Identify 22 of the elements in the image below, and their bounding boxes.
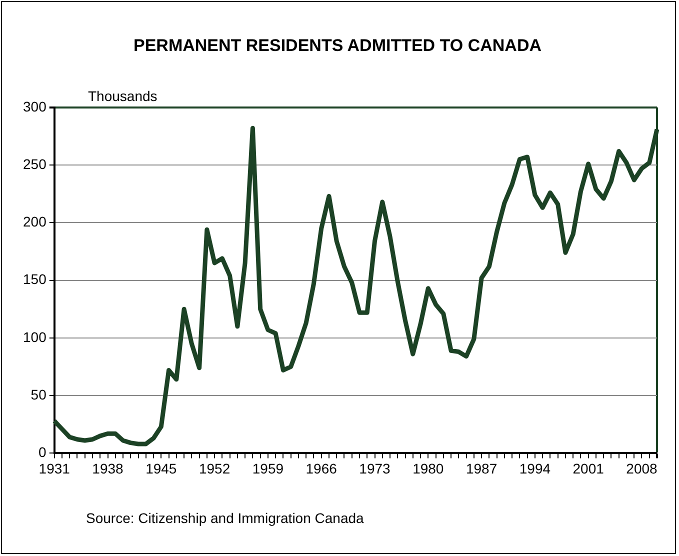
chart-title: PERMANENT RESIDENTS ADMITTED TO CANADA: [132, 36, 542, 56]
y-tick-label: 250: [23, 156, 47, 172]
x-tick-label: 1987: [466, 460, 498, 476]
y-tick-label: 150: [23, 271, 47, 288]
y-tick-label: 300: [23, 98, 47, 114]
x-tick-label: 2001: [572, 460, 604, 476]
x-tick-label: 1966: [306, 460, 338, 476]
y-tick-label: 50: [30, 386, 47, 402]
y-tick-label: 100: [23, 328, 47, 345]
x-tick-label: 1952: [198, 460, 230, 476]
x-tick-label: 1980: [412, 460, 444, 476]
x-tick-label: 1994: [519, 460, 551, 476]
source-note: Source: Citizenship and Immigration Canada: [86, 510, 364, 526]
y-tick-label: 200: [23, 214, 47, 230]
x-tick-label: 1973: [359, 460, 391, 476]
x-tick-label: 1938: [92, 460, 124, 476]
x-tick-label: 2008: [626, 460, 658, 476]
x-tick-label: 1931: [38, 460, 70, 476]
y-axis-title: Thousands: [88, 88, 158, 104]
y-tick-label: 0: [38, 444, 47, 460]
x-tick-label: 1945: [146, 460, 177, 476]
x-tick-label: 1959: [252, 460, 284, 476]
